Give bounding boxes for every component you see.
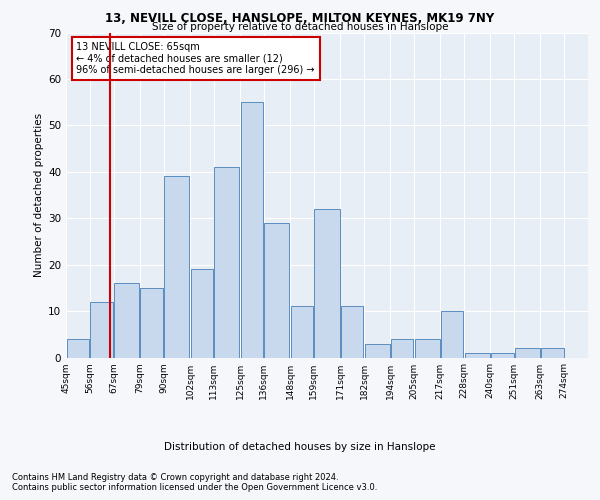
Text: Size of property relative to detached houses in Hanslope: Size of property relative to detached ho…	[152, 22, 448, 32]
Text: 13, NEVILL CLOSE, HANSLOPE, MILTON KEYNES, MK19 7NY: 13, NEVILL CLOSE, HANSLOPE, MILTON KEYNE…	[106, 12, 494, 26]
Bar	[541, 348, 563, 358]
Bar	[191, 270, 214, 358]
Bar	[314, 209, 340, 358]
Bar	[365, 344, 389, 357]
Bar	[265, 223, 289, 358]
Bar	[290, 306, 313, 358]
Bar	[164, 176, 190, 358]
Bar	[214, 167, 239, 358]
Text: Contains HM Land Registry data © Crown copyright and database right 2024.: Contains HM Land Registry data © Crown c…	[12, 472, 338, 482]
Bar	[241, 102, 263, 358]
Text: 13 NEVILL CLOSE: 65sqm
← 4% of detached houses are smaller (12)
96% of semi-deta: 13 NEVILL CLOSE: 65sqm ← 4% of detached …	[76, 42, 315, 76]
Bar	[464, 353, 490, 358]
Text: Contains public sector information licensed under the Open Government Licence v3: Contains public sector information licen…	[12, 482, 377, 492]
Bar	[391, 339, 413, 357]
Bar	[91, 302, 113, 358]
Bar	[491, 353, 514, 358]
Bar	[115, 283, 139, 358]
Bar	[140, 288, 163, 358]
Bar	[440, 311, 463, 358]
Text: Distribution of detached houses by size in Hanslope: Distribution of detached houses by size …	[164, 442, 436, 452]
Bar	[67, 339, 89, 357]
Bar	[341, 306, 364, 358]
Bar	[415, 339, 440, 357]
Bar	[515, 348, 539, 358]
Y-axis label: Number of detached properties: Number of detached properties	[34, 113, 44, 277]
